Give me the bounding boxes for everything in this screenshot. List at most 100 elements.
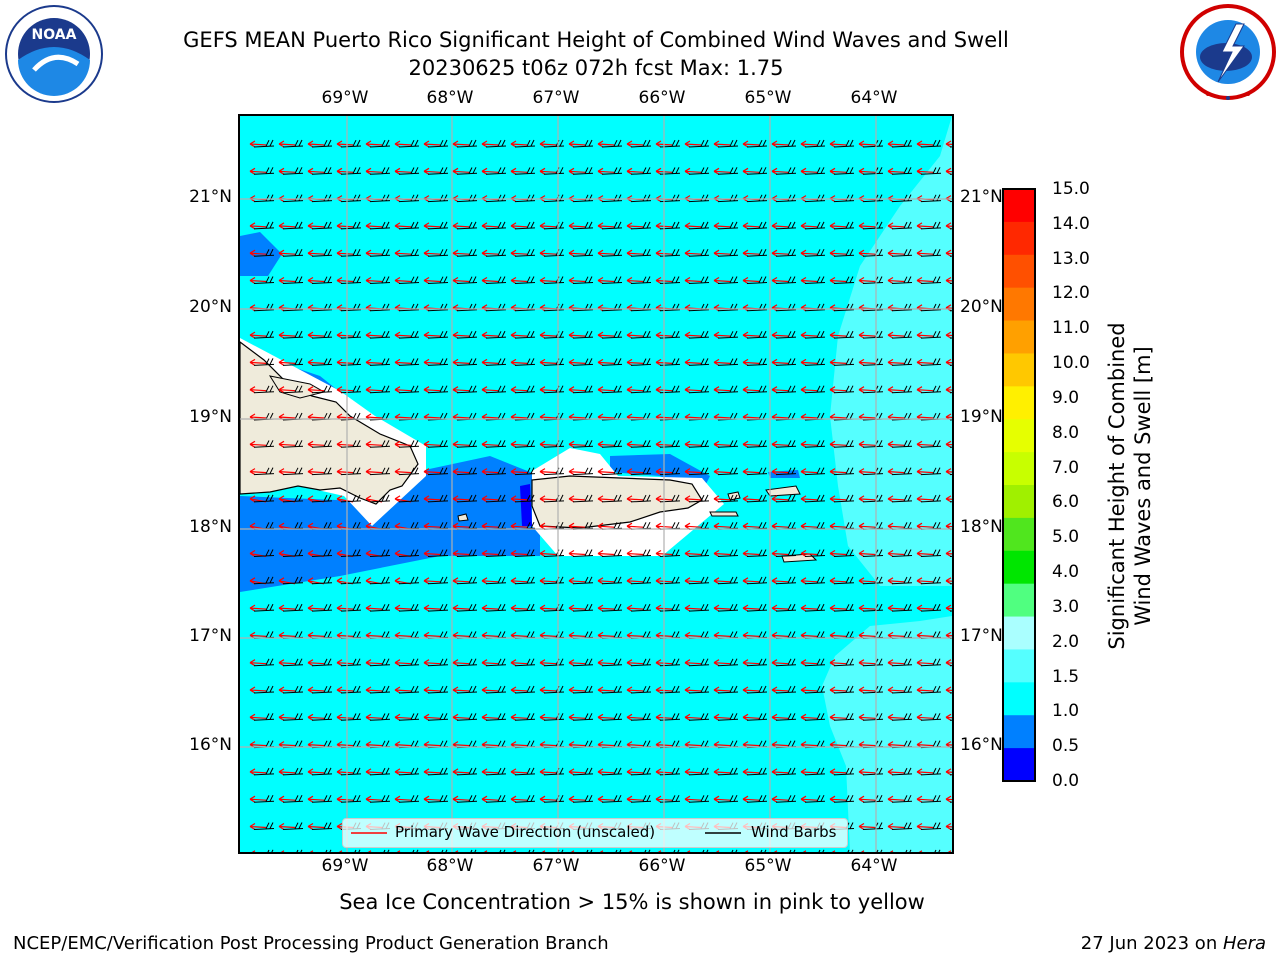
wind-barb	[340, 494, 362, 503]
wind-barb	[601, 494, 623, 503]
wave-direction-arrow	[396, 850, 401, 852]
wind-barb	[688, 194, 710, 203]
wind-barb	[601, 221, 623, 230]
wind-barb	[398, 658, 420, 667]
wind-barb	[818, 849, 825, 852]
wind-barb	[601, 767, 623, 776]
wind-barb	[311, 385, 333, 394]
wind-barb	[775, 794, 797, 803]
wind-barb	[630, 358, 652, 366]
wind-barb	[601, 385, 623, 394]
wind-barb	[427, 167, 449, 175]
wind-barb	[804, 440, 826, 448]
wind-barb	[456, 330, 478, 339]
colorbar-cell	[1003, 517, 1035, 552]
wind-barb	[891, 358, 913, 366]
wave-height-region-west-pr	[520, 484, 532, 526]
wind-barb	[775, 767, 797, 776]
colorbar-tick-label: 1.0	[1052, 701, 1080, 722]
wind-barb	[920, 767, 942, 776]
wind-barb	[659, 713, 681, 721]
wind-barb	[659, 549, 681, 557]
wind-barb	[572, 276, 594, 284]
wind-barb	[572, 603, 594, 612]
wave-direction-arrow	[512, 850, 517, 852]
wind-barb	[717, 603, 739, 612]
wind-barb	[746, 576, 768, 585]
wind-barb	[891, 248, 913, 257]
wind-barb	[833, 549, 855, 557]
wind-barb	[688, 330, 710, 339]
wind-barb	[717, 194, 739, 203]
wind-barb	[688, 603, 710, 612]
wind-barb	[427, 194, 449, 203]
wind-barb	[282, 194, 304, 203]
wind-barb	[630, 549, 652, 557]
lon-tick-top: 69°W	[321, 88, 369, 108]
wind-barb	[804, 358, 826, 366]
wind-barb	[775, 685, 797, 694]
wind-barb	[485, 139, 507, 148]
wave-height-region-southeast	[822, 616, 952, 852]
wind-barb	[456, 685, 478, 694]
wind-barb	[485, 549, 507, 557]
wind-barb	[485, 330, 507, 339]
wind-barb	[485, 276, 507, 284]
wind-barb	[311, 767, 333, 776]
wind-barb	[920, 685, 942, 694]
wave-direction-arrow	[802, 850, 807, 852]
wind-barb	[688, 549, 710, 557]
wind-barb	[340, 358, 362, 366]
wind-barb	[688, 248, 710, 257]
wind-barb	[398, 194, 420, 203]
wind-barb	[804, 467, 826, 476]
wind-barb	[746, 713, 768, 721]
wind-barb	[427, 358, 449, 366]
wind-barb	[659, 658, 681, 667]
wind-barb	[282, 276, 304, 284]
wave-direction-arrow	[831, 850, 836, 852]
wind-barb	[775, 385, 797, 394]
wind-barb	[920, 713, 942, 721]
wind-barb	[630, 440, 652, 448]
wind-barb	[296, 849, 303, 852]
wind-barb	[601, 139, 623, 148]
colorbar-cell	[1003, 353, 1035, 387]
wind-barb	[804, 576, 826, 585]
wind-barb	[572, 767, 594, 776]
wind-barb	[717, 167, 739, 175]
colorbar-cell	[1003, 386, 1035, 420]
wind-barb	[688, 467, 710, 476]
footer-host: Hera	[1222, 933, 1266, 954]
wind-barb	[369, 330, 391, 339]
wind-barb	[514, 549, 536, 557]
lat-tick-right: 17°N	[960, 626, 1003, 646]
wind-barb	[456, 603, 478, 612]
map-legend: Primary Wave Direction (unscaled) Wind B…	[342, 818, 848, 848]
wind-barb	[282, 767, 304, 776]
wind-barb	[630, 194, 652, 203]
wind-barb	[514, 767, 536, 776]
wave-direction-legend-swatch	[351, 832, 387, 834]
wind-barb	[905, 849, 912, 852]
wind-barb	[456, 385, 478, 394]
wind-barb	[398, 685, 420, 694]
lat-tick-left: 16°N	[189, 735, 232, 755]
wind-barb	[833, 685, 855, 694]
wind-barb	[514, 139, 536, 148]
lat-tick-left: 18°N	[189, 517, 232, 537]
wind-barb	[804, 794, 826, 803]
wind-barb	[775, 576, 797, 585]
wind-barb	[485, 385, 507, 394]
wind-barb	[804, 221, 826, 230]
colorbar-cell	[1003, 748, 1035, 782]
wind-barb	[398, 440, 420, 448]
wind-barb	[282, 603, 304, 612]
wind-barb	[891, 794, 913, 803]
wind-barb	[485, 576, 507, 585]
wind-barb	[673, 849, 680, 852]
wind-barb	[369, 358, 391, 366]
wind-barb	[601, 194, 623, 203]
wind-barb	[775, 467, 797, 476]
wind-barb	[688, 385, 710, 394]
